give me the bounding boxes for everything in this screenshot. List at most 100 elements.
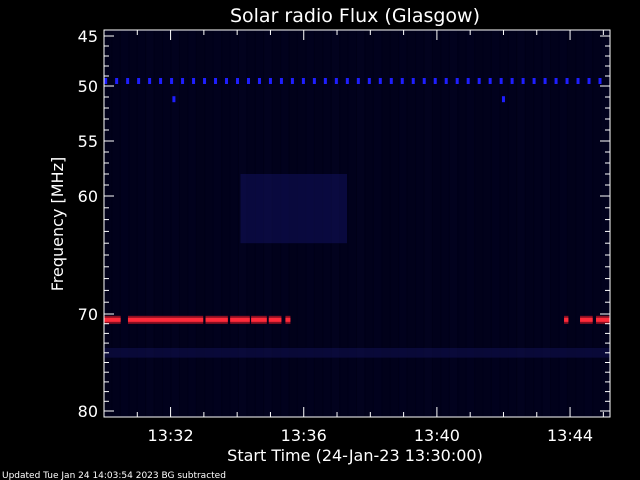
dot-mark (181, 78, 185, 84)
noise-stripe (120, 30, 129, 417)
x-tick-label: 13:36 (281, 426, 327, 445)
dot-mark (235, 78, 239, 84)
chart-title: Solar radio Flux (Glasgow) (230, 5, 480, 27)
noise-stripe (323, 30, 331, 417)
noise-stripe (517, 30, 525, 417)
dot-mark (312, 78, 316, 84)
x-axis-label: Start Time (24-Jan-23 13:30:00) (227, 446, 483, 465)
dot-mark (192, 78, 196, 84)
y-tick-label: 70 (78, 305, 98, 324)
noise-stripe (483, 30, 491, 417)
background-noise-texture (104, 30, 610, 417)
band-segment (596, 317, 610, 322)
dot-mark (499, 78, 503, 84)
dot-mark (543, 78, 547, 84)
dot-mark (225, 78, 229, 84)
band-segment (251, 317, 267, 322)
dot-mark (400, 78, 404, 84)
noise-stripe (534, 30, 542, 417)
spectrogram-area (104, 30, 610, 417)
noise-stripe (222, 30, 229, 417)
noise-stripe (416, 30, 424, 417)
band-segment (564, 317, 569, 322)
noise-stripe (331, 30, 340, 417)
noise-stripe (432, 30, 441, 417)
dot-mark (367, 78, 371, 84)
noise-stripe (129, 30, 136, 417)
dot-mark (279, 78, 283, 84)
dot-mark (137, 78, 141, 84)
y-axis-label: Frequency [MHz] (48, 157, 67, 291)
noise-stripe (390, 30, 399, 417)
dot-mark (159, 78, 163, 84)
noise-stripe (365, 30, 373, 417)
noise-stripe (188, 30, 196, 417)
band-segment (285, 317, 291, 322)
dot-mark (587, 78, 591, 84)
noise-stripe (264, 30, 272, 417)
dot-mark (433, 78, 437, 84)
noise-stripe (593, 30, 600, 417)
x-tick-label: 13:44 (547, 426, 593, 445)
noise-stripe (230, 30, 238, 417)
noise-stripe (542, 30, 550, 417)
dot-mark (598, 78, 602, 84)
band-segment (205, 317, 228, 322)
dot-mark (214, 78, 218, 84)
plot-frame (103, 29, 611, 418)
y-tick-label: 80 (78, 402, 98, 421)
emission-marks (104, 78, 610, 324)
dot-mark (345, 78, 349, 84)
noise-band (104, 347, 610, 358)
noise-stripe (568, 30, 575, 417)
dot-mark (455, 78, 459, 84)
y-tick-label: 45 (78, 27, 98, 46)
dot-mark (554, 78, 558, 84)
update-footer: Updated Tue Jan 24 14:03:54 2023 BG subt… (2, 471, 226, 480)
dot-mark (565, 78, 569, 84)
noise-stripe (559, 30, 567, 417)
noise-stripe (340, 30, 348, 417)
noise-stripe (601, 30, 609, 417)
x-tick-label: 13:40 (414, 426, 460, 445)
noise-stripe (508, 30, 517, 417)
band-segment (230, 317, 250, 322)
dot-mark (576, 78, 580, 84)
noise-stripe (491, 30, 500, 417)
dot-mark (268, 78, 272, 84)
axes: 45 50 55 60 70 80 13:32 13:36 13:40 13:44 (78, 27, 611, 445)
noise-stripe (205, 30, 213, 417)
dot-mark (172, 96, 176, 103)
dot-mark (466, 78, 470, 84)
noise-stripe (399, 30, 407, 417)
dot-mark (246, 78, 250, 84)
dot-mark (532, 78, 536, 84)
noise-stripe (171, 30, 179, 417)
y-tick-label: 55 (78, 132, 98, 151)
noise-stripe (576, 30, 584, 417)
noise-stripe (500, 30, 507, 417)
noise-stripe (408, 30, 415, 417)
noise-stripe (104, 30, 111, 417)
band-segment (104, 317, 121, 322)
noise-stripe (550, 30, 559, 417)
noise-stripe (255, 30, 264, 417)
dot-mark (477, 78, 481, 84)
noise-stripe (348, 30, 356, 417)
noise-stripe (475, 30, 482, 417)
noise-stripe (154, 30, 163, 417)
noise-stripe (584, 30, 593, 417)
band-segment (127, 317, 204, 322)
noise-stripe (382, 30, 389, 417)
dot-mark (378, 78, 382, 84)
dot-mark (521, 78, 525, 84)
dot-mark (356, 78, 360, 84)
noise-stripe (213, 30, 222, 417)
noise-stripe (247, 30, 255, 417)
noise-stripe (306, 30, 314, 417)
dot-mark (148, 78, 152, 84)
dot-mark (203, 78, 207, 84)
noise-stripe (458, 30, 466, 417)
